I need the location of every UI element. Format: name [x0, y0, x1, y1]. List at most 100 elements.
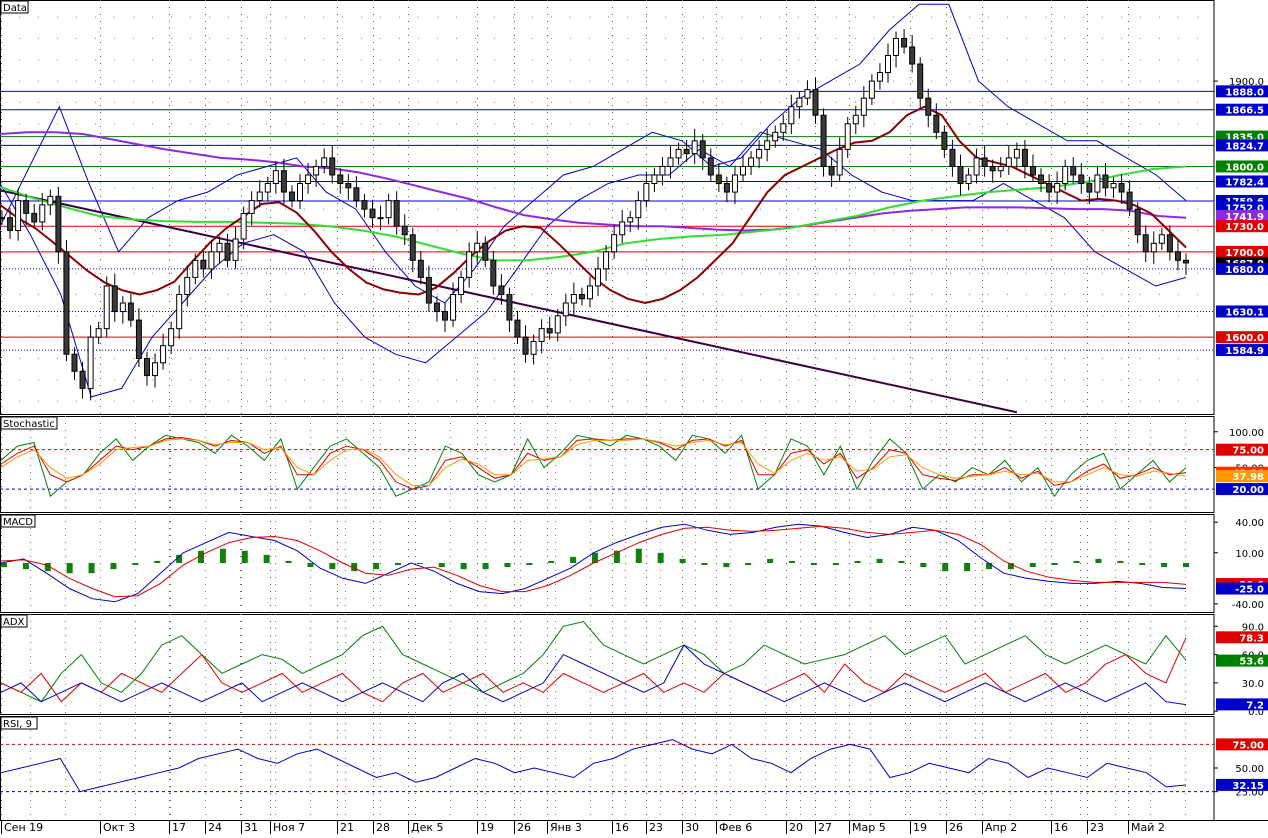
candle: [111, 274, 118, 322]
signal-series-line: [0, 525, 1187, 598]
candle-body: [1126, 191, 1133, 210]
panel-stochastic: [0, 434, 1214, 498]
candle: [353, 175, 360, 208]
candle-body: [538, 328, 545, 342]
rsi-series-line: [0, 739, 1187, 793]
candle-body: [667, 157, 674, 167]
candle-body: [756, 148, 763, 159]
candle: [812, 77, 819, 124]
candle-body: [731, 174, 738, 193]
macd-histogram-bar: [329, 563, 336, 570]
macd-histogram-bar: [1029, 563, 1036, 568]
candle: [1070, 157, 1077, 184]
macd-histogram-bar: [285, 560, 292, 563]
candle: [884, 43, 891, 83]
panel-title-adx[interactable]: ADX: [0, 614, 28, 628]
candle-body: [216, 242, 223, 253]
price-axis-label-bg: [1216, 344, 1268, 357]
macd-histogram-bar: [526, 563, 533, 566]
macd-histogram-bar: [504, 563, 511, 568]
price-axis-label-text: 1630.1: [1225, 307, 1264, 318]
panel-title-stochastic[interactable]: Stochastic: [0, 416, 58, 430]
candle: [1078, 163, 1085, 194]
candle: [514, 310, 521, 345]
time-label: Янв 3: [550, 821, 582, 834]
time-label: Май 2: [1131, 821, 1165, 834]
candle-body: [1150, 242, 1157, 253]
candle-body: [224, 242, 231, 261]
panel-title-data[interactable]: Data: [0, 0, 29, 14]
candle-body: [1174, 251, 1181, 261]
candle: [1166, 225, 1173, 261]
candle-body: [925, 97, 932, 116]
stochastic-axis-label-bg: [1216, 483, 1268, 496]
candle: [1013, 142, 1020, 169]
candle-body: [1166, 234, 1173, 253]
candle: [47, 189, 54, 216]
rsi-axis-label-text: 75.00: [1232, 740, 1264, 751]
adx-series-line: [0, 644, 1187, 706]
candle: [957, 154, 964, 196]
candle-body: [1158, 234, 1165, 244]
candle-body: [901, 37, 908, 48]
candle-body: [989, 165, 996, 172]
candle-body: [264, 183, 271, 193]
adx-axis-label-bg: [1216, 654, 1268, 667]
candle-body: [200, 259, 207, 270]
candle: [981, 145, 988, 177]
macd-histogram-bar: [832, 563, 839, 566]
candle: [361, 193, 368, 218]
candle: [973, 148, 980, 184]
candle-body: [482, 242, 489, 261]
candle: [715, 163, 722, 193]
panel-title-macd[interactable]: MACD: [0, 514, 36, 528]
macd-histogram-bar: [986, 563, 992, 570]
price-axis-label-text: 1600.0: [1225, 333, 1264, 344]
panel-title-rsi[interactable]: RSI, 9: [0, 716, 38, 730]
candle: [143, 351, 150, 386]
candle-body: [546, 328, 553, 334]
macd-axis-label-bg: [1216, 582, 1268, 595]
candle-body: [135, 319, 142, 360]
candle-body: [812, 89, 819, 116]
candle: [450, 282, 457, 327]
candle: [876, 63, 883, 90]
macd-histogram-bar: [657, 552, 664, 563]
macd-histogram-bar: [241, 550, 248, 563]
candle: [820, 108, 827, 177]
time-label: 16: [1054, 821, 1068, 834]
candle: [184, 265, 191, 307]
time-label: 23: [1090, 821, 1104, 834]
time-label: 24: [208, 821, 222, 834]
candle: [627, 210, 634, 233]
candle-body: [39, 204, 46, 223]
price-tick-label: 1900.0: [1229, 77, 1264, 88]
macd-histogram-bar: [789, 560, 795, 563]
candle: [232, 227, 239, 269]
candle: [79, 361, 86, 399]
candle: [417, 250, 424, 285]
candle: [103, 276, 110, 338]
candle-body: [772, 131, 779, 142]
candle: [1174, 239, 1181, 271]
candle-body: [160, 345, 167, 364]
candle: [941, 125, 948, 158]
candle-body: [691, 140, 698, 155]
price-axis-label-bg: [1216, 245, 1268, 258]
candle-body: [466, 251, 473, 278]
candle: [498, 274, 505, 305]
candle: [466, 242, 473, 288]
candle: [1183, 253, 1189, 275]
time-label: Окт 3: [103, 821, 135, 834]
price-axis-label: 1824.7: [1216, 139, 1268, 152]
time-label: 30: [685, 821, 699, 834]
candle: [780, 114, 787, 141]
candle: [256, 180, 263, 208]
rsi-axis-label-bg: [1216, 778, 1268, 791]
candle-body: [1029, 165, 1036, 176]
candle: [506, 287, 513, 333]
macd-histogram-bar: [679, 558, 686, 563]
ma-green-line: [0, 165, 1187, 262]
